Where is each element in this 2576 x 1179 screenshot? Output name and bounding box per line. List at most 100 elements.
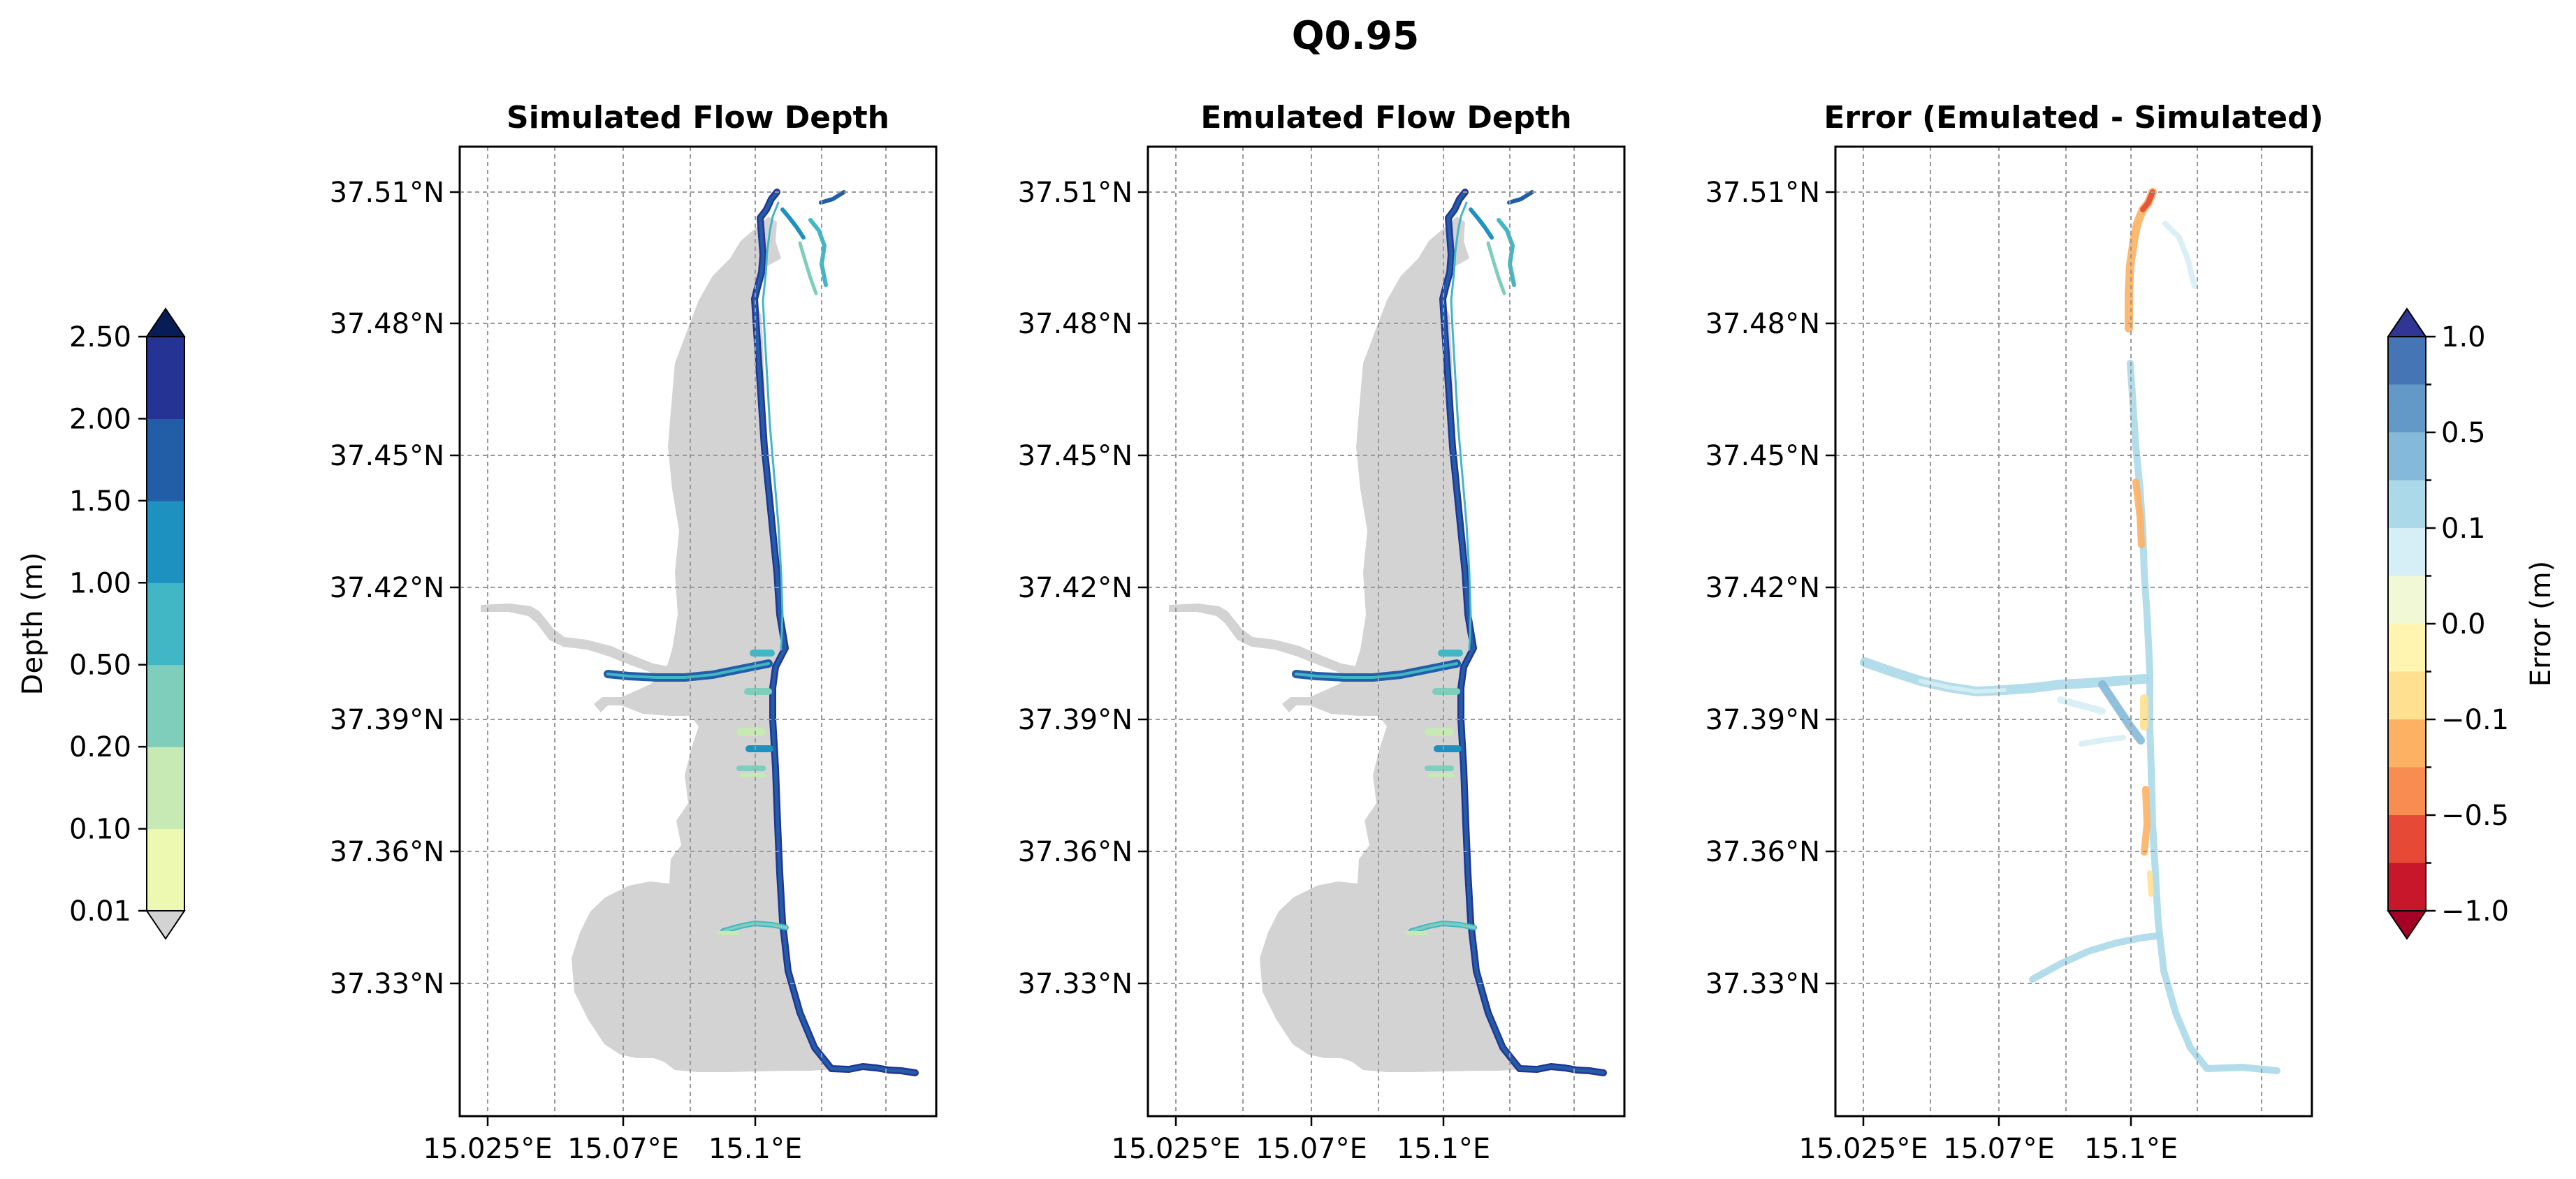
colorbar-segment (2388, 384, 2426, 433)
colorbar-segment (2388, 719, 2426, 768)
y-tick-label: 37.48°N (1018, 308, 1133, 340)
colorbar-extend-under (145, 910, 186, 940)
x-tick-label: 15.07°E (567, 1133, 679, 1165)
colorbar-label: Error (m) (2525, 561, 2557, 687)
flow-depth-trace (1507, 190, 1534, 205)
colorbar-tick-label: 0.50 (69, 650, 131, 682)
error-trace (2147, 870, 2154, 897)
colorbar-frame (146, 336, 185, 911)
y-tick-label: 37.42°N (330, 572, 444, 604)
y-tick-label: 37.48°N (1705, 308, 1820, 340)
x-tick-label: 15.1°E (708, 1133, 802, 1165)
colorbar-segment (2388, 528, 2426, 576)
river-channel (481, 603, 672, 676)
y-tick-label: 37.33°N (330, 968, 444, 1000)
map-panel-error: Error (Emulated - Simulated) 37.51°N 37.4… (1705, 100, 2324, 1165)
error-trace (2132, 478, 2145, 548)
colorbar-tick-label: 2.50 (69, 321, 131, 353)
figure-title: Q0.95 (1292, 13, 1419, 58)
colorbar-extend-over (2387, 307, 2427, 337)
panel-title: Emulated Flow Depth (1200, 100, 1571, 136)
y-tick-label: 37.51°N (1705, 177, 1820, 209)
error-trace (2079, 735, 2126, 747)
colorbar-segment (2388, 767, 2426, 816)
y-tick-label: 37.42°N (1705, 572, 1820, 604)
colorbar-segment (2388, 576, 2426, 624)
colorbar-tick-label: 0.01 (69, 895, 131, 928)
panel-frame (458, 145, 938, 1118)
flow-depth-trace (1295, 662, 1458, 679)
y-tick-label: 37.42°N (1018, 572, 1133, 604)
y-tick-label: 37.39°N (330, 704, 444, 736)
flow-depth-trace (1441, 190, 1606, 1075)
x-tick-label: 15.07°E (1943, 1133, 2055, 1165)
colorbar-tick-label: 1.00 (69, 567, 131, 599)
flow-depth-trace (798, 241, 818, 295)
error-trace (2141, 786, 2151, 856)
panel-title: Simulated Flow Depth (507, 100, 889, 136)
x-tick-label: 15.1°E (2084, 1133, 2178, 1165)
colorbar-tick-label: 0.1 (2441, 513, 2486, 545)
colorbar-segment (2388, 480, 2426, 529)
y-tick-label: 37.33°N (1705, 968, 1820, 1000)
error-trace (2029, 932, 2162, 983)
colorbar-segment (147, 500, 184, 583)
error-trace (1919, 679, 2007, 694)
colorbar-tick-label: 0.0 (2441, 608, 2486, 640)
flow-depth-trace (606, 662, 770, 679)
flow-depth-trace (1450, 201, 1472, 651)
colorbar-segment (2388, 337, 2426, 385)
map-panel-simulated: Simulated Flow Depth 37.51°N 37.48°N 37.45… (330, 100, 938, 1165)
colorbar-tick-label: −0.1 (2441, 704, 2509, 736)
y-tick-label: 37.48°N (330, 308, 444, 340)
y-tick-label: 37.51°N (330, 177, 444, 209)
land-area (572, 217, 844, 1072)
colorbar-segment (147, 747, 184, 830)
colorbar-segment (2388, 671, 2426, 720)
colorbar-segment (147, 664, 184, 747)
colorbar-tick-label: 0.5 (2441, 417, 2486, 449)
y-tick-label: 37.45°N (330, 440, 444, 472)
colorbar-segment (2388, 815, 2426, 863)
panel-title: Error (Emulated - Simulated) (1824, 100, 2323, 136)
y-tick-label: 37.36°N (330, 836, 444, 868)
panel-frame (1834, 145, 2313, 1118)
error-trace (2057, 696, 2106, 715)
colorbar-label: Depth (m) (17, 552, 49, 696)
flow-depth-trace (1497, 218, 1516, 287)
colorbar-tick-label: −1.0 (2441, 895, 2509, 928)
colorbar-tick-label: 1.50 (69, 485, 131, 518)
colorbar-tick-label: 0.20 (69, 731, 131, 763)
colorbar-extend-under (2387, 910, 2427, 940)
flow-depth-trace (762, 201, 784, 651)
colorbar-segment (2388, 624, 2426, 672)
colorbar-segment (147, 418, 184, 501)
flow-depth-trace (1486, 241, 1506, 295)
colorbar-segment (147, 337, 184, 419)
flow-depth-trace (1469, 207, 1494, 240)
colorbar-extend-over (145, 307, 186, 337)
y-tick-label: 37.36°N (1705, 836, 1820, 868)
error-trace (2162, 221, 2197, 289)
y-tick-label: 37.51°N (1018, 177, 1133, 209)
land-area (1260, 217, 1532, 1072)
x-tick-label: 15.025°E (1111, 1133, 1240, 1165)
error-trace (2125, 188, 2157, 332)
panel-frame (1147, 145, 1626, 1118)
error-trace (2127, 360, 2280, 1074)
x-tick-label: 15.025°E (1798, 1133, 1928, 1165)
x-tick-label: 15.025°E (423, 1133, 552, 1165)
y-tick-label: 37.45°N (1018, 440, 1133, 472)
x-tick-label: 15.07°E (1256, 1133, 1367, 1165)
y-tick-label: 37.39°N (1018, 704, 1133, 736)
flow-depth-trace (780, 207, 806, 240)
flow-depth-trace (819, 190, 846, 205)
error-trace (2098, 680, 2145, 745)
colorbar-tick-label: 0.10 (69, 814, 131, 846)
colorbar-segment (147, 828, 184, 911)
colorbar-segment (2388, 863, 2426, 911)
colorbar-segment (147, 583, 184, 666)
flow-depth-trace (752, 190, 917, 1075)
flow-depth-trace (808, 218, 828, 287)
